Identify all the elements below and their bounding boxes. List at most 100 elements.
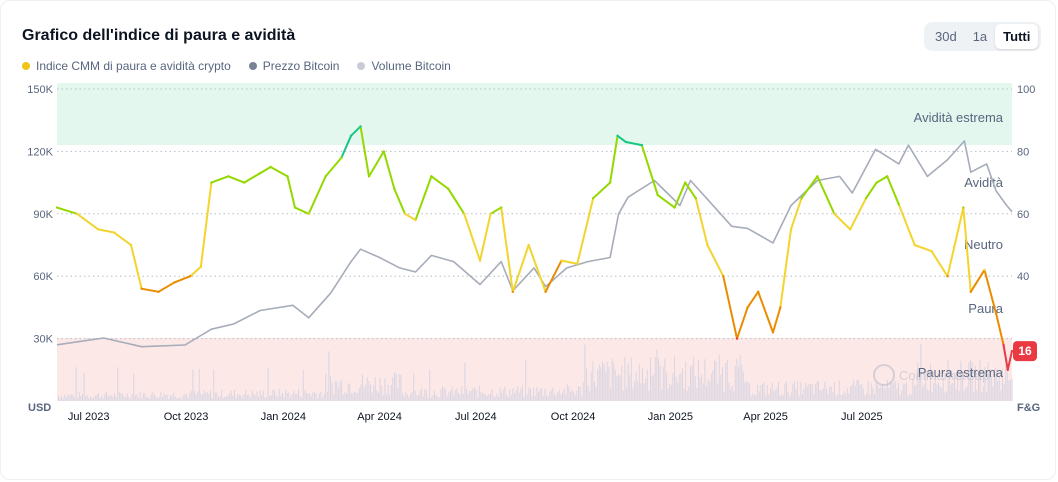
volume-bar — [866, 393, 867, 401]
volume-bar — [720, 374, 722, 401]
volume-bar — [106, 391, 107, 401]
volume-bar — [941, 387, 943, 401]
volume-bar — [915, 384, 917, 401]
volume-bar — [192, 369, 194, 401]
legend-item-fear-greed[interactable]: Indice CMM di paura e avidità crypto — [22, 59, 231, 73]
volume-bar — [627, 363, 629, 401]
y-axis-right-tick: 100 — [1017, 84, 1035, 96]
zone-extreme-fear — [57, 338, 1012, 401]
volume-bar — [765, 395, 767, 401]
fear-greed-segment — [97, 228, 116, 234]
volume-bar — [181, 398, 183, 401]
volume-bar — [64, 394, 66, 401]
legend-dot-icon — [248, 62, 257, 70]
volume-bar — [707, 378, 709, 401]
volume-bar — [195, 394, 197, 401]
volume-bar — [1006, 371, 1008, 401]
volume-bar — [525, 359, 527, 401]
volume-bar — [405, 391, 407, 401]
volume-bar — [512, 388, 514, 401]
fear-greed-point — [591, 197, 595, 200]
volume-bar — [746, 381, 747, 401]
volume-bar — [126, 393, 128, 401]
volume-bar — [763, 382, 765, 401]
range-button-30d[interactable]: 30d — [935, 29, 957, 44]
fear-greed-point — [324, 175, 327, 178]
volume-bar — [979, 360, 981, 401]
volume-bar — [848, 393, 850, 401]
volume-bar — [272, 389, 274, 401]
volume-bar — [568, 386, 570, 401]
x-axis-tick: Jul 2025 — [841, 411, 883, 423]
fear-greed-point — [269, 165, 272, 169]
fear-greed-segment — [76, 212, 100, 231]
fear-greed-segment — [722, 275, 739, 340]
volume-bar — [853, 380, 855, 401]
volume-bar — [718, 355, 720, 401]
volume-bar — [590, 371, 592, 401]
y-axis-left-tick: 120K — [27, 146, 53, 158]
volume-bar — [653, 374, 655, 401]
volume-bar — [814, 383, 816, 401]
volume-bar — [944, 392, 946, 401]
fear-greed-point — [511, 290, 515, 293]
volume-bar — [440, 389, 442, 401]
volume-bar — [346, 393, 347, 401]
range-button-1y[interactable]: 1a — [972, 29, 988, 44]
fear-greed-point — [735, 337, 739, 340]
volume-bar — [907, 395, 909, 401]
volume-bar — [928, 390, 930, 401]
fear-greed-segment — [816, 175, 836, 215]
volume-bar — [811, 383, 813, 401]
volume-bar — [315, 393, 317, 401]
y-axis-left-tick: 150K — [27, 84, 53, 96]
volume-bar — [757, 384, 759, 401]
volume-bar — [886, 379, 888, 401]
volume-bar — [170, 394, 171, 401]
volume-bar — [616, 376, 618, 401]
fear-greed-point — [544, 290, 547, 293]
volume-bar — [533, 387, 535, 401]
volume-bar — [114, 393, 115, 401]
volume-bar — [691, 364, 693, 401]
range-button-all[interactable]: Tutti — [995, 24, 1039, 49]
x-axis-tick: Jul 2023 — [68, 411, 110, 423]
fear-greed-point — [140, 287, 143, 290]
volume-bar — [461, 386, 463, 401]
volume-bar — [339, 381, 341, 401]
volume-bar — [350, 393, 352, 401]
volume-bar — [789, 396, 791, 401]
volume-bar — [766, 384, 768, 401]
volume-bar — [739, 355, 741, 401]
volume-bar — [77, 398, 79, 401]
volume-bar — [910, 394, 912, 401]
fear-greed-segment — [113, 231, 133, 246]
volume-bar — [584, 344, 586, 401]
fear-greed-segment — [592, 181, 612, 200]
volume-bar — [610, 388, 611, 401]
fear-greed-point — [897, 203, 901, 206]
fear-greed-segment — [962, 206, 972, 293]
y-axis-right-tick: 60 — [1017, 209, 1029, 221]
volume-bar — [138, 397, 139, 401]
volume-bar — [755, 394, 757, 401]
volume-bar — [368, 381, 370, 401]
volume-bar — [982, 386, 984, 401]
volume-bar — [323, 393, 325, 401]
volume-bar — [376, 390, 378, 401]
fear-greed-chart[interactable]: Avidità estrema Avidità Neutro Paura Pau… — [1, 1, 1058, 441]
volume-bar — [638, 364, 640, 401]
volume-bar — [893, 382, 895, 401]
volume-bar — [59, 398, 61, 401]
volume-bar — [349, 383, 351, 401]
fear-greed-point — [771, 331, 775, 334]
y-axis-left-tick: 90K — [33, 209, 53, 221]
volume-bar — [645, 378, 647, 401]
legend-item-btc-price[interactable]: Prezzo Bitcoin — [248, 59, 339, 73]
volume-bar — [94, 395, 96, 401]
volume-bar — [229, 393, 231, 401]
volume-bar — [851, 384, 853, 401]
fear-greed-segment — [640, 144, 659, 197]
legend-item-btc-volume[interactable]: Volume Bitcoin — [357, 59, 451, 73]
fear-greed-point — [403, 212, 407, 215]
